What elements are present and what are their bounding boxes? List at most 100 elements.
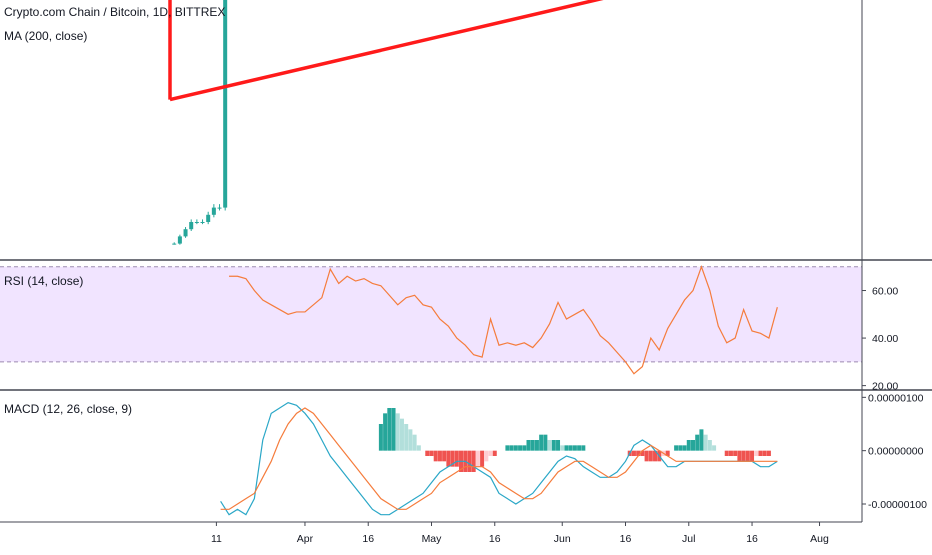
macd-tick-label: 0.00000100 [868, 392, 924, 404]
macd-histogram-bar[interactable] [433, 450, 438, 462]
macd-histogram-bar[interactable] [695, 434, 700, 451]
macd-histogram-bar[interactable] [653, 450, 658, 462]
time-tick-label: Jun [554, 533, 571, 545]
macd-histogram-bar[interactable] [564, 445, 569, 451]
macd-histogram-bar[interactable] [682, 445, 687, 451]
time-tick-label: 16 [362, 533, 374, 545]
macd-histogram-bar[interactable] [450, 450, 455, 467]
macd-histogram-bar[interactable] [707, 440, 712, 451]
macd-histogram-bar[interactable] [551, 440, 556, 451]
macd-histogram-bar[interactable] [568, 445, 573, 451]
macd-histogram-bar[interactable] [404, 424, 409, 451]
trendline[interactable] [169, 0, 786, 102]
candle-body[interactable] [211, 207, 216, 215]
macd-histogram-bar[interactable] [556, 440, 561, 451]
candle-body[interactable] [172, 243, 177, 245]
candle-body[interactable] [217, 207, 222, 209]
macd-histogram-bar[interactable] [547, 440, 552, 451]
macd-histogram-bar[interactable] [750, 450, 755, 462]
macd-histogram-bar[interactable] [395, 413, 400, 451]
candle-body[interactable] [223, 0, 228, 208]
macd-histogram-bar[interactable] [686, 440, 691, 451]
macd-histogram-bar[interactable] [383, 413, 388, 451]
macd-histogram-bar[interactable] [678, 445, 683, 451]
macd-histogram-bar[interactable] [387, 408, 392, 451]
macd-histogram-bar[interactable] [728, 450, 733, 456]
macd-histogram-bar[interactable] [429, 450, 434, 456]
macd-histogram-bar[interactable] [539, 434, 544, 451]
macd-histogram-bar[interactable] [577, 445, 582, 451]
rsi-label: RSI (14, close) [4, 274, 83, 288]
macd-histogram-bar[interactable] [712, 445, 717, 451]
macd-histogram-bar[interactable] [737, 450, 742, 462]
macd-histogram-bar[interactable] [467, 450, 472, 472]
macd-histogram-bar[interactable] [505, 445, 510, 451]
macd-histogram-bar[interactable] [762, 450, 767, 456]
macd-histogram-bar[interactable] [644, 450, 649, 462]
macd-histogram-bar[interactable] [399, 418, 404, 451]
macd-histogram-bar[interactable] [674, 445, 679, 451]
macd-histogram-bar[interactable] [530, 440, 535, 451]
candle-body[interactable] [206, 214, 211, 222]
macd-histogram-bar[interactable] [648, 450, 653, 462]
time-tick-label: Jul [682, 533, 695, 545]
macd-histogram-bar[interactable] [572, 445, 577, 451]
macd-histogram-bar[interactable] [480, 450, 485, 467]
macd-histogram-bar[interactable] [391, 408, 396, 451]
macd-histogram-bar[interactable] [378, 424, 383, 451]
signal-line[interactable] [220, 407, 778, 510]
candle-body[interactable] [194, 222, 199, 223]
macd-histogram-bar[interactable] [454, 450, 459, 467]
macd-histogram-bar[interactable] [560, 445, 565, 451]
macd-histogram-bar[interactable] [758, 450, 763, 456]
macd-histogram-bar[interactable] [513, 445, 518, 451]
macd-histogram-bar[interactable] [518, 445, 523, 451]
rsi-pane[interactable] [0, 264, 862, 375]
macd-histogram-bar[interactable] [543, 434, 548, 451]
macd-histogram-bar[interactable] [699, 429, 704, 451]
candle-body[interactable] [183, 229, 188, 237]
macd-histogram-bar[interactable] [631, 450, 636, 456]
macd-histogram-bar[interactable] [471, 450, 476, 472]
macd-histogram-bar[interactable] [522, 445, 527, 451]
macd-histogram-bar[interactable] [408, 429, 413, 451]
symbol-title: Crypto.com Chain / Bitcoin, 1D, BITTREX [4, 5, 225, 19]
macd-histogram-bar[interactable] [745, 450, 750, 462]
macd-histogram-bar[interactable] [636, 450, 641, 456]
macd-histogram-bar[interactable] [581, 445, 586, 451]
macd-histogram-bar[interactable] [412, 434, 417, 451]
macd-histogram-bar[interactable] [703, 434, 708, 451]
rsi-tick-label: 60.00 [872, 286, 898, 298]
macd-histogram-bar[interactable] [724, 450, 729, 456]
macd-histogram-bar[interactable] [526, 440, 531, 451]
macd-histogram-bar[interactable] [534, 440, 539, 451]
candle-body[interactable] [189, 222, 194, 230]
candle-body[interactable] [200, 222, 205, 223]
macd-histogram-bar[interactable] [442, 450, 447, 462]
macd-histogram-bar[interactable] [475, 450, 480, 467]
macd-histogram-bar[interactable] [754, 450, 759, 456]
macd-histogram-bar[interactable] [492, 450, 497, 456]
macd-histogram-bar[interactable] [640, 450, 645, 456]
macd-histogram-bar[interactable] [425, 450, 430, 456]
macd-histogram-bar[interactable] [416, 445, 421, 451]
macd-histogram-bar[interactable] [665, 450, 670, 456]
macd-pane[interactable] [220, 402, 778, 516]
macd-histogram-bar[interactable] [484, 450, 489, 462]
macd-line[interactable] [220, 402, 778, 516]
rsi-tick-label: 20.00 [872, 381, 898, 393]
macd-histogram-bar[interactable] [509, 445, 514, 451]
macd-histogram-bar[interactable] [437, 450, 442, 462]
price-pane[interactable] [0, 0, 862, 245]
macd-histogram-bar[interactable] [766, 450, 771, 456]
macd-histogram-bar[interactable] [690, 440, 695, 451]
time-tick-label: Apr [297, 533, 314, 545]
macd-histogram-bar[interactable] [446, 450, 451, 467]
candle-body[interactable] [177, 236, 182, 244]
macd-histogram-bar[interactable] [488, 450, 493, 456]
rsi-line[interactable] [229, 264, 778, 375]
macd-histogram-bar[interactable] [741, 450, 746, 462]
macd-histogram-bar[interactable] [733, 450, 738, 456]
